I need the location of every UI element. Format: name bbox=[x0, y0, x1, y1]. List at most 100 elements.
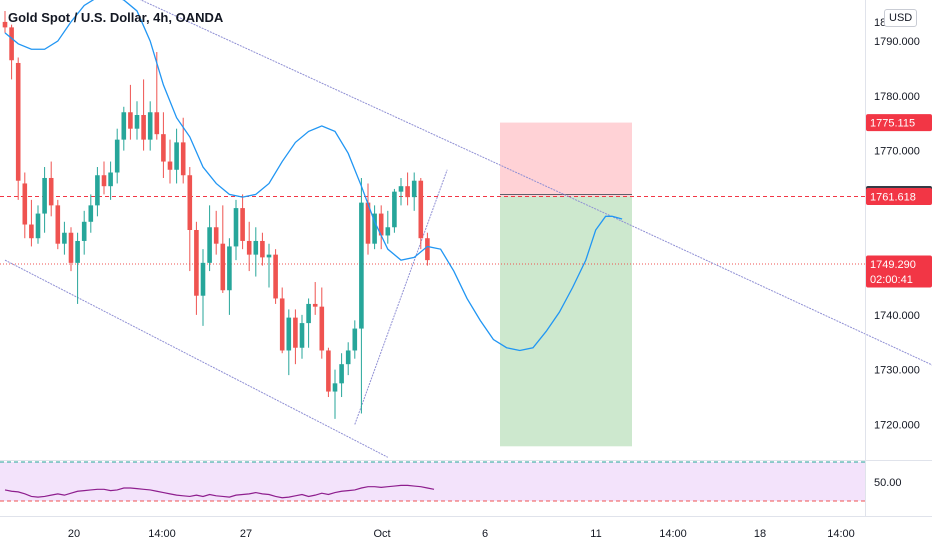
countdown-text: 02:00:41 bbox=[870, 274, 913, 286]
candle bbox=[266, 243, 272, 288]
candle-body bbox=[286, 317, 292, 351]
candle-body bbox=[213, 227, 219, 244]
candle-body bbox=[326, 350, 331, 392]
candle bbox=[312, 282, 318, 315]
candle bbox=[207, 205, 212, 272]
moving-average bbox=[4, 0, 623, 352]
candle bbox=[128, 84, 133, 140]
x-tick-label: 6 bbox=[482, 528, 488, 540]
price-label: 1761.618 bbox=[866, 187, 932, 205]
candle bbox=[352, 320, 358, 359]
price-label: 1749.290 02:00:41 bbox=[866, 255, 932, 288]
candle bbox=[319, 287, 325, 359]
candle bbox=[187, 167, 193, 272]
y-tick-label: 1720.000 bbox=[874, 419, 920, 431]
candle-body bbox=[365, 202, 371, 244]
candle-body bbox=[29, 224, 34, 239]
candle-body bbox=[425, 238, 430, 261]
candle-body bbox=[312, 303, 318, 307]
candle bbox=[174, 128, 179, 184]
price-label-text: 1761.618 bbox=[870, 191, 916, 203]
candle bbox=[22, 172, 28, 239]
y-tick-label: 1780.000 bbox=[874, 91, 920, 103]
candle bbox=[141, 79, 146, 151]
candle bbox=[213, 210, 219, 255]
candle-body bbox=[411, 180, 417, 198]
candle bbox=[121, 106, 127, 151]
candle bbox=[306, 298, 311, 348]
candle-body bbox=[352, 328, 358, 351]
candle-body bbox=[62, 232, 67, 244]
candle bbox=[246, 221, 252, 272]
chart-title: Gold Spot / U.S. Dollar, 4h, OANDA bbox=[8, 10, 224, 25]
candle-body bbox=[48, 177, 54, 206]
candle bbox=[95, 167, 100, 217]
candle bbox=[260, 232, 265, 266]
price-label: 1775.115 bbox=[866, 114, 932, 132]
candle bbox=[411, 172, 417, 211]
candle bbox=[220, 205, 226, 293]
candle-body bbox=[306, 303, 311, 324]
candle bbox=[88, 194, 94, 233]
candle-body bbox=[2, 21, 8, 28]
take-profit-zone bbox=[500, 196, 632, 447]
candle bbox=[372, 205, 377, 250]
candle bbox=[134, 101, 140, 140]
candle bbox=[326, 347, 331, 398]
price-label-text: 1749.290 bbox=[870, 259, 916, 271]
candle-body bbox=[194, 230, 199, 296]
y-tick-label: 1740.000 bbox=[874, 310, 920, 322]
candle-body bbox=[378, 213, 384, 236]
candle bbox=[81, 210, 87, 255]
candle-body bbox=[260, 240, 265, 258]
candle-body bbox=[299, 323, 305, 348]
candle-body bbox=[319, 306, 325, 351]
candle-body bbox=[405, 186, 410, 198]
candle bbox=[233, 199, 239, 261]
candle-body bbox=[161, 134, 166, 162]
candle-body bbox=[9, 27, 14, 61]
candle bbox=[240, 194, 245, 250]
x-tick-label: 11 bbox=[590, 528, 601, 540]
channel-lower-line bbox=[4, 259, 389, 458]
candle-body bbox=[332, 383, 338, 392]
x-tick-label: 14:00 bbox=[148, 528, 176, 540]
candle bbox=[385, 210, 391, 244]
candle-body bbox=[293, 317, 298, 348]
candle bbox=[398, 177, 404, 206]
x-tick-label: Oct bbox=[373, 528, 390, 540]
candle-body bbox=[55, 205, 61, 244]
candle-body bbox=[22, 183, 28, 225]
currency-button[interactable]: USD bbox=[884, 9, 918, 27]
candle-body bbox=[392, 191, 397, 228]
candle-body bbox=[220, 243, 226, 291]
candle-body bbox=[180, 142, 186, 176]
candle bbox=[15, 57, 21, 200]
candle bbox=[9, 24, 14, 80]
candle bbox=[405, 172, 410, 206]
candle bbox=[161, 112, 166, 178]
candle bbox=[365, 183, 371, 255]
candle-body bbox=[359, 202, 364, 329]
candle-body bbox=[101, 175, 107, 187]
candle bbox=[68, 227, 74, 272]
rsi-pane: 50.00 bbox=[0, 460, 932, 502]
candle-body bbox=[95, 175, 100, 206]
y-tick-label: 1730.000 bbox=[874, 365, 920, 377]
candle-body bbox=[121, 112, 127, 140]
candle-body bbox=[154, 112, 160, 135]
candle bbox=[114, 128, 120, 184]
candle-body bbox=[35, 213, 41, 239]
rsi-band bbox=[0, 462, 865, 501]
position-zones bbox=[500, 122, 632, 447]
candle bbox=[42, 167, 47, 233]
candle bbox=[154, 52, 160, 140]
candle-body bbox=[42, 177, 47, 214]
candle bbox=[2, 10, 8, 33]
candle-body bbox=[207, 227, 212, 263]
channel-upper-line bbox=[139, 0, 932, 366]
candle bbox=[200, 249, 206, 326]
